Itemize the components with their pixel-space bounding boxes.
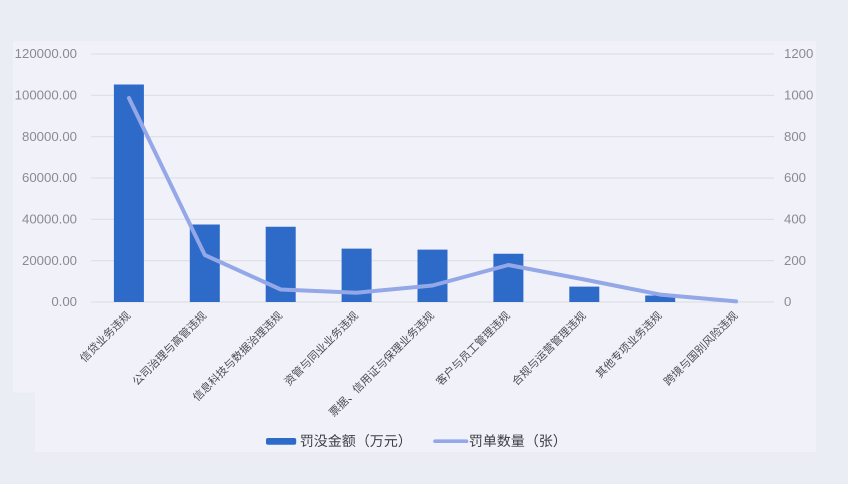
svg-text:80000.00: 80000.00 xyxy=(22,129,77,144)
svg-text:0.00: 0.00 xyxy=(51,294,77,309)
svg-text:600: 600 xyxy=(784,170,806,185)
svg-text:1200: 1200 xyxy=(784,46,813,61)
svg-text:40000.00: 40000.00 xyxy=(22,212,77,227)
svg-text:0: 0 xyxy=(784,294,791,309)
svg-text:100000.00: 100000.00 xyxy=(15,88,77,103)
svg-text:120000.00: 120000.00 xyxy=(15,46,77,61)
svg-text:20000.00: 20000.00 xyxy=(22,253,77,268)
svg-text:200: 200 xyxy=(784,253,806,268)
svg-text:60000.00: 60000.00 xyxy=(22,170,77,185)
svg-text:400: 400 xyxy=(784,212,806,227)
svg-text:1000: 1000 xyxy=(784,88,813,103)
svg-text:800: 800 xyxy=(784,129,806,144)
